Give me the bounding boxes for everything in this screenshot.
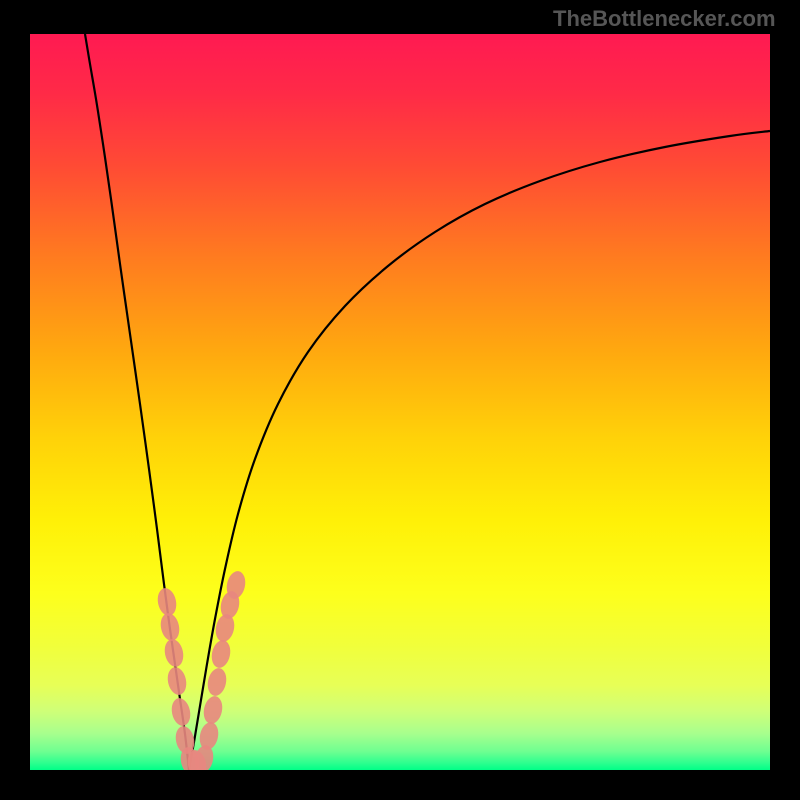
data-marker [158, 611, 181, 642]
data-marker [155, 586, 178, 617]
chart-container: TheBottlenecker.com [0, 0, 800, 800]
curve-layer [30, 34, 770, 770]
data-marker [197, 720, 220, 751]
data-marker [162, 637, 185, 668]
data-marker [169, 696, 192, 727]
data-marker [205, 666, 228, 697]
data-marker [165, 665, 188, 696]
data-marker [201, 694, 224, 725]
data-marker [209, 638, 232, 669]
plot-area [30, 34, 770, 770]
watermark-text: TheBottlenecker.com [553, 6, 776, 32]
curve-right-branch [189, 131, 770, 770]
